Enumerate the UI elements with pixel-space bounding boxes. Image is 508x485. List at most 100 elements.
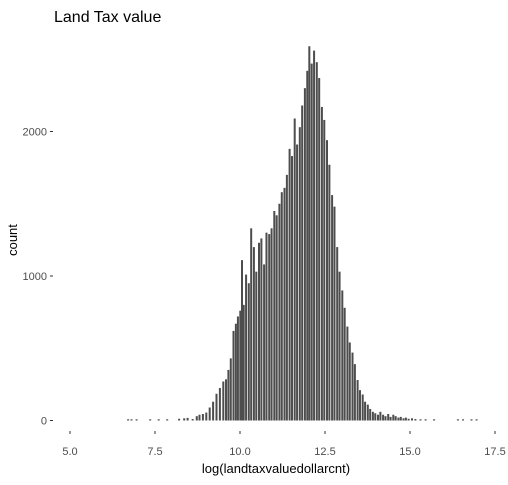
histogram-bar — [149, 419, 152, 421]
histogram-bar — [394, 416, 397, 421]
histogram-bar — [306, 70, 309, 421]
histogram-bar — [341, 290, 344, 421]
y-tick-label: 2000 — [23, 127, 47, 139]
histogram-bar — [371, 411, 374, 421]
histogram-bar — [331, 195, 334, 421]
histogram-bar — [265, 232, 268, 421]
histogram-bar — [191, 419, 194, 421]
histogram-bar — [346, 326, 349, 421]
histogram-bar — [215, 393, 218, 421]
histogram-bar — [166, 419, 169, 421]
histogram-bar — [222, 381, 225, 421]
histogram-bar — [326, 140, 328, 421]
histogram-bar — [135, 419, 138, 421]
histogram-bar — [183, 418, 186, 421]
histogram-bar — [318, 78, 321, 421]
histogram-bar — [218, 387, 221, 421]
histogram-bar — [301, 105, 304, 421]
histogram-bar — [293, 118, 296, 421]
histogram-bar — [178, 418, 181, 421]
histogram-bar — [283, 187, 286, 421]
histogram-bar — [348, 342, 351, 421]
histogram-bar — [268, 234, 271, 421]
histogram-bar — [258, 242, 260, 421]
histogram-bar — [336, 247, 339, 421]
histogram-bar — [389, 416, 392, 421]
y-tick-label: 0 — [41, 416, 47, 428]
histogram-bar — [404, 417, 407, 421]
histogram-bar — [239, 310, 242, 421]
histogram-bar — [288, 148, 291, 421]
histogram-bar — [419, 419, 422, 421]
histogram-bar — [343, 307, 346, 421]
histogram-bar — [402, 418, 405, 421]
histogram-bar — [205, 412, 208, 421]
y-axis: 0 1000 2000 — [23, 127, 53, 428]
histogram-bar — [310, 63, 313, 421]
histogram-bar — [414, 419, 417, 421]
histogram-bar — [212, 401, 215, 421]
histogram-bar — [379, 411, 382, 421]
histogram-bar — [227, 369, 230, 421]
histogram-bar — [320, 106, 323, 421]
histogram-bar — [328, 164, 331, 421]
y-axis-title: count — [5, 224, 20, 256]
histogram-bar — [208, 407, 211, 421]
y-tick-label: 1000 — [23, 271, 47, 283]
histogram-bar — [290, 156, 293, 421]
histogram-bar — [198, 414, 201, 421]
histogram-bar — [247, 283, 250, 421]
histogram-bar — [424, 419, 427, 421]
bars-group — [127, 46, 478, 421]
histogram-bar — [242, 304, 245, 421]
histogram-bar — [374, 413, 377, 421]
histogram-bar — [127, 419, 130, 421]
histogram-bar — [252, 247, 255, 421]
histogram-bar — [278, 203, 281, 421]
histogram-bar — [351, 352, 354, 421]
histogram-bar — [377, 414, 379, 421]
histogram-bar — [399, 416, 402, 421]
x-tick-label: 10.0 — [229, 446, 250, 458]
histogram-bar — [255, 271, 258, 421]
histogram-bar — [411, 418, 413, 421]
histogram-bar — [338, 271, 341, 421]
histogram-bar — [333, 206, 336, 421]
x-tick-label: 17.5 — [484, 446, 505, 458]
histogram-bar — [361, 394, 364, 421]
histogram-bar — [433, 419, 436, 421]
histogram-bar — [157, 419, 160, 421]
x-tick-label: 7.5 — [147, 446, 162, 458]
x-tick-label: 5.0 — [62, 446, 77, 458]
histogram-bar — [353, 364, 356, 421]
histogram-bar — [270, 228, 273, 421]
histogram-bar — [232, 330, 235, 421]
histogram-bar — [315, 62, 318, 421]
histogram-bar — [241, 260, 243, 421]
histogram-bar — [275, 215, 278, 421]
histogram-bar — [273, 210, 276, 421]
histogram-bar — [407, 418, 410, 421]
x-axis: 5.0 7.5 10.0 12.5 15.0 17.5 — [62, 431, 506, 458]
histogram-bar — [323, 119, 326, 421]
histogram-bar — [358, 390, 361, 421]
histogram-bar — [250, 228, 253, 421]
histogram-bar — [364, 401, 367, 421]
histogram-bar — [186, 417, 189, 421]
histogram-bar — [369, 408, 372, 421]
histogram-bar — [245, 274, 248, 421]
x-axis-title: log(landtaxvaluedollarcnt) — [202, 461, 350, 476]
histogram-bar — [225, 379, 228, 421]
histogram-bar — [392, 414, 395, 421]
histogram-bar — [366, 404, 369, 421]
histogram-bar — [313, 50, 316, 421]
histogram-bar — [298, 127, 301, 421]
histogram-bar — [456, 419, 459, 421]
chart-title: Land Tax value — [54, 9, 161, 26]
histogram-bar — [201, 414, 204, 421]
histogram-bar — [195, 416, 198, 421]
histogram-bar — [382, 414, 385, 421]
histogram-bar — [234, 323, 237, 421]
histogram-bar — [236, 316, 239, 421]
